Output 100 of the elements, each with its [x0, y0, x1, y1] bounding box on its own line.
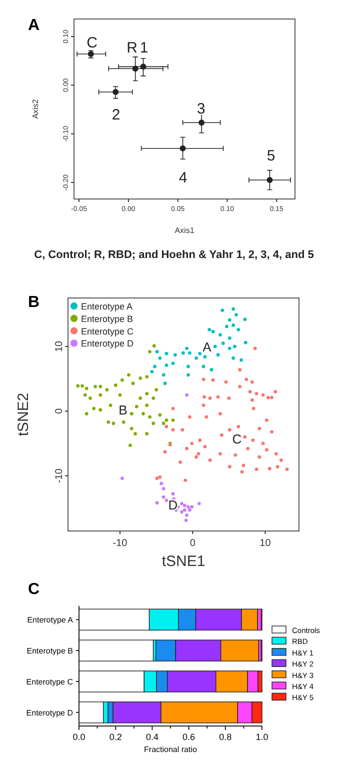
y-tick-label: Enterotype C: [26, 677, 74, 686]
point: [145, 404, 149, 407]
point: [112, 422, 116, 426]
point: [134, 432, 137, 436]
point: [84, 386, 88, 390]
point: [180, 502, 184, 506]
point: [98, 393, 102, 397]
y-tick-label: 0: [54, 408, 65, 414]
point: [218, 333, 222, 337]
x-axis-title: Fractional ratio: [144, 745, 198, 754]
point: [232, 323, 235, 327]
point: [233, 344, 236, 348]
point: [145, 375, 149, 379]
point: [112, 88, 119, 95]
point: [203, 355, 207, 359]
point: [162, 422, 166, 426]
point: [88, 396, 92, 400]
point: [164, 498, 168, 502]
point: [142, 412, 145, 416]
annotation: B: [118, 402, 128, 418]
point: [158, 356, 162, 360]
chart-title: B: [28, 294, 40, 311]
point: [171, 492, 175, 496]
point: [83, 393, 87, 397]
point: [160, 482, 164, 486]
point: [181, 351, 185, 355]
point: [232, 356, 235, 360]
point: [194, 356, 198, 360]
point: [184, 518, 188, 522]
point: [164, 364, 168, 367]
point: [171, 362, 175, 365]
y-axis-title: tSNE2: [15, 392, 32, 436]
point: [220, 308, 224, 312]
x-axis-title: Axis1: [174, 226, 195, 235]
point: [236, 328, 240, 332]
point: [211, 330, 215, 334]
x-tick-label: 0.8: [219, 732, 232, 742]
x-tick-label: 0: [190, 538, 196, 549]
y-tick-label: Enterotype B: [26, 646, 73, 656]
x-tick-label: 10: [260, 538, 272, 549]
legend-label: Enterotype A: [81, 302, 133, 312]
y-tick-label: Enterotype D: [26, 708, 74, 718]
x-tick-label: 1.0: [256, 732, 268, 742]
point: [106, 420, 110, 424]
point: [148, 415, 152, 419]
point: [132, 66, 138, 72]
point: [188, 508, 192, 512]
legend-label: Enterotype C: [81, 326, 134, 336]
x-tick-label: -10: [112, 538, 128, 549]
text: C, Control; R, RBD; and Hoehn & Yahr 1, 2, 3, 4, and 5: [34, 249, 314, 261]
y-tick-label: 10: [54, 340, 65, 352]
point: [186, 505, 190, 508]
x-tick-label: 0.0: [72, 732, 86, 742]
point: [173, 353, 177, 357]
point: [171, 418, 175, 422]
point: [134, 404, 138, 408]
point: [92, 406, 96, 410]
point: [221, 342, 225, 345]
point: [185, 393, 189, 397]
point: [186, 373, 190, 377]
x-axis-title: tSNE1: [162, 553, 206, 570]
annotation: 1: [140, 39, 148, 56]
point: [152, 396, 156, 400]
point: [266, 177, 273, 184]
point: [185, 346, 189, 350]
x-tick-label: 0.6: [182, 732, 196, 742]
annotation: R: [126, 39, 138, 56]
point: [148, 350, 152, 354]
legend-label: Enterotype D: [81, 338, 134, 349]
point: [228, 336, 232, 340]
point: [145, 392, 149, 396]
point: [232, 307, 235, 311]
point: [202, 364, 206, 368]
point: [154, 388, 158, 392]
point: [188, 351, 192, 355]
point: [128, 444, 132, 448]
x-tick-label: 0.2: [109, 732, 122, 742]
point: [163, 382, 167, 386]
point: [152, 422, 156, 426]
point: [152, 344, 156, 348]
point: [180, 145, 186, 152]
point: [130, 412, 134, 416]
point: [114, 384, 118, 387]
point: [244, 340, 248, 344]
point: [180, 510, 184, 514]
point: [216, 353, 220, 357]
point: [158, 413, 162, 417]
point: [162, 373, 166, 377]
annotation: 2: [112, 106, 120, 124]
point: [197, 502, 201, 506]
point: [186, 364, 190, 368]
point: [198, 120, 205, 126]
point: [198, 352, 202, 356]
point: [210, 368, 214, 372]
point: [94, 384, 98, 388]
point: [138, 376, 142, 380]
point: [234, 313, 238, 317]
annotation: 5: [266, 147, 276, 164]
annotation: C: [86, 34, 98, 52]
point: [145, 432, 149, 436]
